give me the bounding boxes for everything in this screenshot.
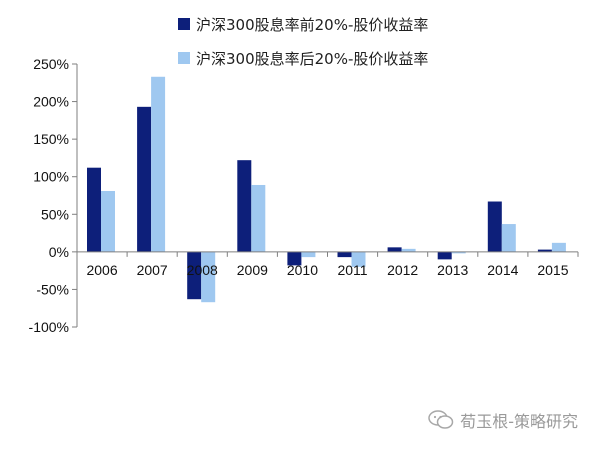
watermark: 荀玉根-策略研究 [428,408,578,432]
bar-series-2-2010 [301,251,316,258]
legend-item-series-2: 沪深300股息率后20%-股价收益率 [178,46,428,70]
bar-series-2-2015 [551,242,566,252]
bar-series-1-2014 [487,201,502,252]
y-tick-label-0: 0% [49,244,69,260]
legend-swatch-series-1 [178,18,190,30]
x-tick-label-2006: 2006 [86,262,117,278]
bar-series-1-2013 [437,251,452,260]
legend-label-series-2: 沪深300股息率后20%-股价收益率 [196,49,429,68]
bar-series-2-2013 [451,251,466,254]
legend-label-series-1: 沪深300股息率前20%-股价收益率 [196,15,429,34]
bar-series-1-2011 [337,251,352,258]
x-tick-label-2013: 2013 [437,262,468,278]
y-tick-label-150: 150% [33,131,69,147]
y-tick-label-200: 200% [33,94,69,110]
x-tick-label-2015: 2015 [537,262,568,278]
watermark-text: 荀玉根-策略研究 [460,412,578,431]
legend-item-series-1: 沪深300股息率前20%-股价收益率 [178,12,428,36]
bar-series-1-2006 [87,167,101,252]
bar-series-2-2014 [501,224,516,252]
labels-layer: 250% 200% 150% 100% 50% 0% -50% -100% 2006 2007 20… [29,56,569,335]
bar-series-1-2015 [537,249,552,252]
bar-series-1-2007 [137,106,152,252]
legend-swatch-series-2 [178,52,190,64]
bar-series-2-2006 [101,190,115,252]
bar-series-2-2012 [401,248,416,252]
bars-layer [87,76,566,303]
bar-series-2-2007 [151,76,166,252]
y-tick-label--50: -50% [36,281,69,297]
bar-series-1-2008 [187,251,202,300]
bar-series-2-2011 [351,251,366,267]
y-tick-label-250: 250% [33,56,69,72]
y-tick-label-100: 100% [33,169,69,185]
bar-series-1-2010 [287,251,302,266]
x-tick-label-2009: 2009 [237,262,268,278]
bar-series-2-2008 [201,251,216,303]
bar-series-1-2009 [237,160,252,252]
bar-series-1-2012 [387,247,402,252]
x-tick-label-2010: 2010 [287,262,318,278]
bar-series-2-2009 [251,184,266,252]
y-tick-label--100: -100% [29,319,69,335]
x-tick-label-2011: 2011 [337,262,367,278]
y-tick-label-50: 50% [41,206,69,222]
legend: 沪深300股息率前20%-股价收益率 沪深300股息率后20%-股价收益率 [178,12,428,80]
axes-layer [72,63,579,328]
x-tick-label-2008: 2008 [187,262,218,278]
x-tick-label-2012: 2012 [387,262,418,278]
x-tick-label-2007: 2007 [137,262,168,278]
wechat-icon [428,410,454,429]
x-tick-label-2014: 2014 [487,262,518,278]
